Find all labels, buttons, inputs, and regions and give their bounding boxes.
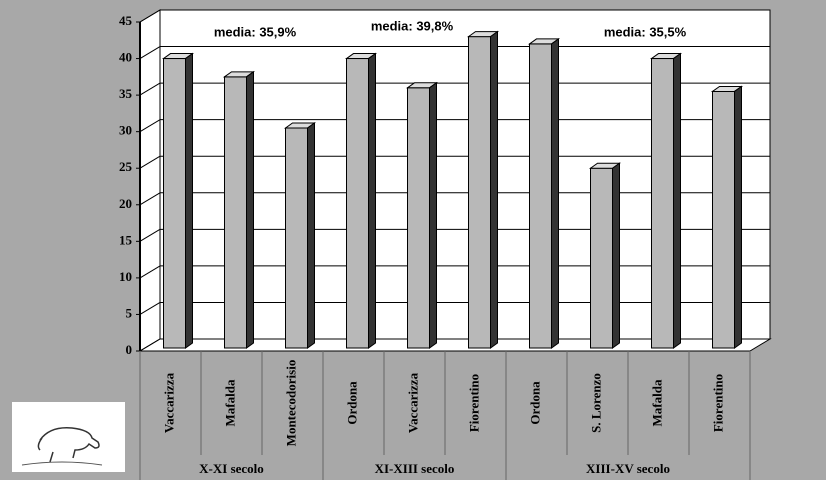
y-tick-label: 20: [119, 196, 132, 211]
y-tick-label: 25: [119, 159, 133, 174]
y-tick-label: 5: [126, 305, 133, 320]
grid-line: [139, 155, 161, 169]
grid-line: [139, 46, 161, 59]
x-tick-label: Mafalda: [222, 379, 237, 426]
grid-line: [139, 82, 161, 96]
bar: [529, 43, 552, 349]
bar-side: [246, 70, 254, 349]
sheep-icon: [12, 402, 125, 472]
bar: [407, 87, 430, 349]
side-wall: [139, 9, 161, 352]
x-tick-label: Ordona: [344, 381, 359, 425]
grid-line: [139, 228, 161, 242]
x-tick-label: Fiorentino: [710, 374, 725, 432]
annotation: media: 35,9%: [214, 24, 297, 39]
bar-side: [185, 52, 193, 349]
group-label: XI-XIII secolo: [375, 461, 455, 476]
x-tick-label: Fiorentino: [466, 374, 481, 432]
bar-side: [734, 85, 742, 349]
bar: [285, 127, 308, 349]
bar: [651, 58, 674, 349]
x-tick-label: Mafalda: [649, 379, 664, 426]
y-tick-label: 10: [119, 269, 132, 284]
y-tick-label: 40: [119, 50, 132, 65]
x-tick-label: Montecodorisio: [283, 360, 298, 447]
bar: [712, 90, 735, 349]
x-tick-label: Ordona: [527, 381, 542, 425]
grid-line: [139, 338, 161, 352]
y-tick-label: 15: [119, 232, 133, 247]
annotation: media: 35,5%: [604, 24, 687, 39]
bar-side: [307, 122, 315, 349]
bar-side: [490, 30, 498, 349]
y-tick-label: 35: [119, 86, 133, 101]
grid-line: [139, 302, 161, 315]
y-tick-label: 30: [119, 123, 132, 138]
grid-line: [139, 192, 161, 206]
x-tick-label: Vaccarizza: [161, 372, 176, 433]
bar: [468, 36, 491, 349]
grid-line: [139, 9, 161, 23]
group-label: XIII-XV secolo: [586, 461, 670, 476]
y-tick-label: 45: [119, 13, 133, 28]
bar-side: [673, 52, 681, 349]
group-label: X-XI secolo: [199, 461, 264, 476]
y-tick-label: 0: [126, 342, 133, 357]
bar-side: [612, 162, 620, 349]
grid-line: [139, 119, 161, 133]
bar: [163, 58, 186, 349]
grid-line: [139, 265, 161, 279]
bar: [224, 76, 247, 349]
annotation: media: 39,8%: [371, 18, 454, 33]
bar-side: [551, 37, 559, 349]
bar: [346, 58, 369, 349]
x-tick-label: S. Lorenzo: [588, 373, 603, 433]
bar: [590, 167, 613, 349]
x-tick-label: Vaccarizza: [405, 372, 420, 433]
bar-side: [368, 52, 376, 349]
bar-side: [429, 81, 437, 349]
